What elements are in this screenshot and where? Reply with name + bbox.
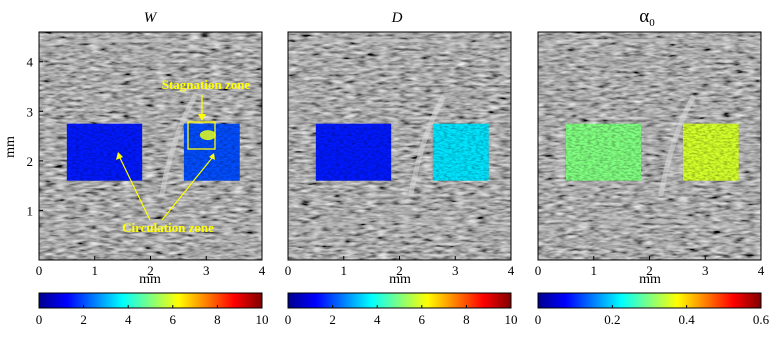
tissue-band — [537, 38, 762, 48]
x-axis-label-d: mm — [389, 272, 411, 287]
map-hotspot — [199, 130, 216, 141]
map-texture — [565, 123, 642, 181]
stagnation-box — [187, 121, 216, 150]
colorbar-tick-label: 0.2 — [604, 312, 620, 327]
map-texture — [432, 123, 489, 181]
panels: 0 1 2 3 4 1 2 3 4 0 2 4 6 8 10 0 1 2 3 4 0 2 4 6 8 10 0 1 2 3 4 0 0.2 0.4… — [27, 31, 770, 327]
title-alpha-symbol: α — [639, 6, 649, 27]
colorbar-tick-label: 8 — [463, 312, 470, 327]
vessel-wall — [159, 94, 198, 197]
colorbar — [38, 292, 263, 309]
x-axis-label-alpha: mm — [639, 272, 661, 287]
x-tick-label: 3 — [203, 263, 210, 278]
colorbar-tick-label: 8 — [214, 312, 221, 327]
tissue-band — [537, 219, 762, 232]
x-tick-label: 3 — [702, 263, 709, 278]
x-tick-label: 1 — [591, 263, 598, 278]
colorbar — [537, 292, 762, 309]
x-tick-label: 2 — [396, 263, 403, 278]
panel-title-d: D — [391, 10, 403, 26]
colorbar-tick-label: 0 — [285, 312, 292, 327]
colorbar-tick-label: 10 — [256, 312, 269, 327]
map-texture — [315, 123, 392, 181]
x-tick-label: 2 — [147, 263, 154, 278]
circulation-zone-label: Circulation zone — [122, 220, 214, 235]
colorbar-tick-label: 4 — [125, 312, 132, 327]
colorbar-tick-label: 0 — [535, 312, 542, 327]
panel-title-alpha: α0 — [639, 6, 655, 29]
x-tick-label: 3 — [452, 263, 459, 278]
circulation-arrow-left-head — [116, 152, 123, 160]
x-tick-label: 4 — [259, 263, 266, 278]
colorbar-tick-label: 2 — [80, 312, 87, 327]
x-tick-label: 2 — [646, 263, 653, 278]
x-tick-label: 4 — [758, 263, 765, 278]
circulation-arrow-right-head — [209, 153, 215, 160]
y-tick-label: 2 — [27, 154, 34, 169]
circulation-arrow-left — [119, 157, 151, 221]
x-tick-label: 4 — [508, 263, 515, 278]
y-tick-label: 4 — [27, 55, 34, 70]
circulation-annotation: Circulation zone — [116, 152, 215, 235]
colorbar-tick-label: 2 — [329, 312, 336, 327]
x-tick-label: 1 — [341, 263, 348, 278]
map-texture — [66, 123, 143, 181]
vessel-wall — [658, 94, 697, 197]
colorbar — [287, 292, 512, 309]
colorbar-tick-label: 0 — [36, 312, 43, 327]
vessel-wall — [408, 94, 447, 197]
x-tick-label: 1 — [92, 263, 99, 278]
colorbar-tick-label: 6 — [170, 312, 177, 327]
stagnation-arrow-head — [198, 114, 206, 121]
tissue-band — [287, 219, 512, 232]
tissue-band — [38, 38, 263, 48]
colorbar-tick-label: 10 — [505, 312, 518, 327]
colorbar-tick-label: 0.6 — [753, 312, 770, 327]
stagnation-zone-label: Stagnation zone — [162, 77, 251, 92]
y-tick-label: 3 — [27, 104, 34, 119]
x-axis-label-w: mm — [139, 272, 161, 287]
tissue-band — [38, 219, 263, 232]
colorbar-tick-label: 0.4 — [679, 312, 696, 327]
tissue-band — [287, 38, 512, 48]
panel-title-w: W — [144, 10, 158, 26]
colorbar-tick-label: 6 — [419, 312, 426, 327]
title-alpha-sub: 0 — [649, 17, 655, 29]
stagnation-annotation: Stagnation zone — [162, 77, 251, 150]
circulation-arrow-right — [161, 157, 213, 221]
x-tick-label: 0 — [535, 263, 542, 278]
x-tick-label: 0 — [285, 263, 292, 278]
colorbar-tick-label: 4 — [374, 312, 381, 327]
y-tick-label: 1 — [27, 203, 34, 218]
y-axis-label: mm — [3, 136, 18, 158]
x-tick-label: 0 — [36, 263, 43, 278]
map-texture — [682, 123, 739, 181]
